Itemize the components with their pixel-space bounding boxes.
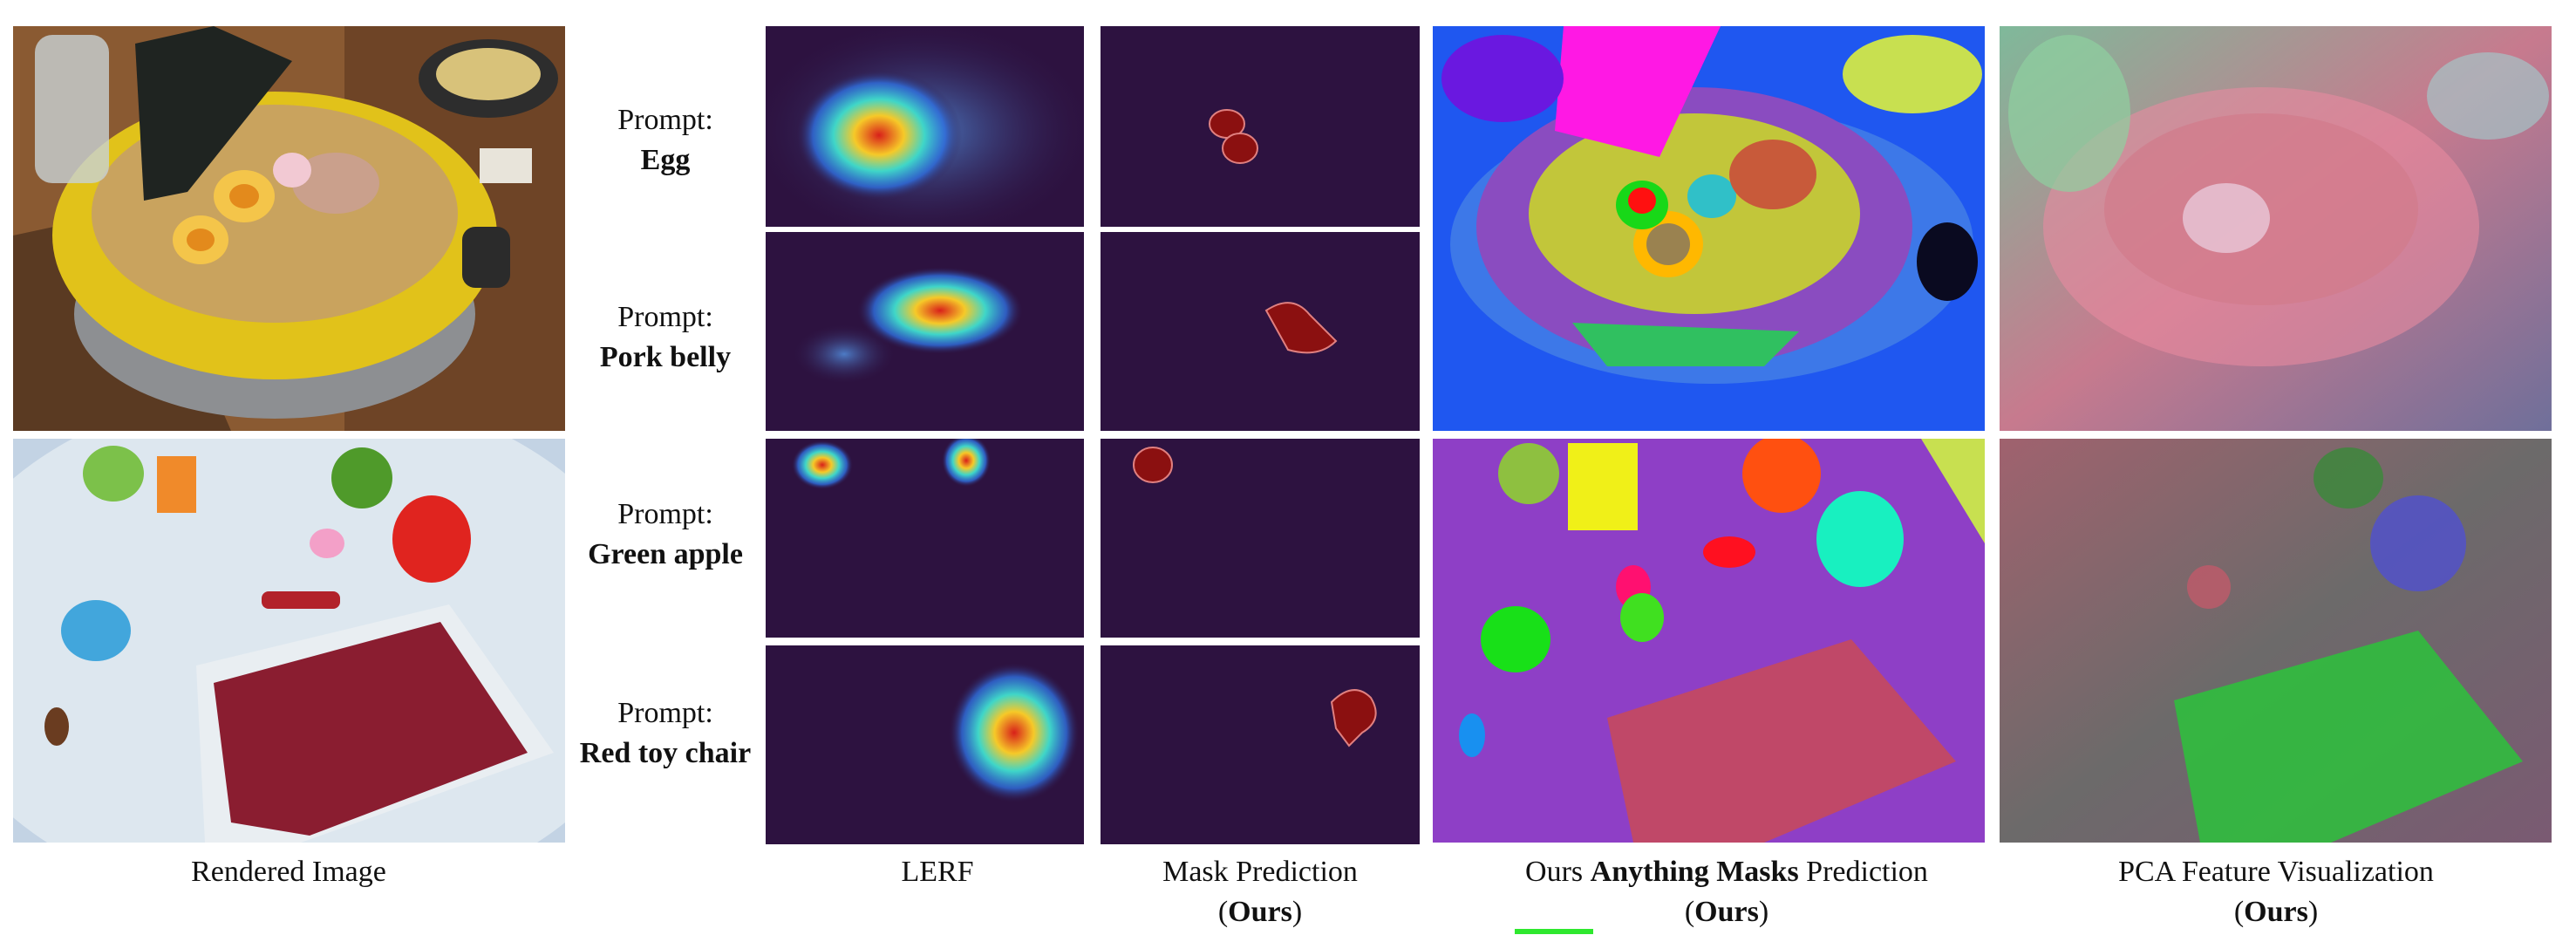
caption-note: (Ours) xyxy=(2233,896,2319,928)
mask-chair xyxy=(1101,645,1420,844)
pca-ramen xyxy=(2000,26,2552,431)
rendered-toys xyxy=(13,439,565,843)
anything-toys xyxy=(1433,439,1985,843)
rendered-ramen xyxy=(13,26,565,431)
caption-note-text: Ours xyxy=(1694,896,1759,928)
caption-note: (Ours) xyxy=(1217,896,1303,928)
prompt-label: Prompt: xyxy=(617,301,713,333)
prompt-name: Red toy chair xyxy=(579,737,752,769)
mask-egg xyxy=(1101,26,1420,227)
prompt-label: Prompt: xyxy=(617,104,713,136)
anything-ramen xyxy=(1433,26,1985,431)
caption: PCA Feature Visualization xyxy=(2118,856,2434,888)
mask-pork xyxy=(1101,232,1420,431)
prompt-name: Egg xyxy=(640,144,691,176)
prompt-name: Pork belly xyxy=(599,341,732,373)
caption: LERF xyxy=(901,856,974,888)
prompt-name: Green apple xyxy=(588,538,743,570)
caption-part: Anything Masks xyxy=(1590,856,1799,888)
caption: Rendered Image xyxy=(191,856,386,888)
mask-apple xyxy=(1101,439,1420,638)
caption: Ours Anything Masks Prediction xyxy=(1525,852,1928,892)
lerf-egg xyxy=(766,26,1084,227)
caption: Mask Prediction xyxy=(1162,856,1358,888)
caption-note-text: Ours xyxy=(1228,896,1292,928)
lerf-pork xyxy=(766,232,1084,431)
lerf-apple xyxy=(766,439,1084,638)
caption-note-text: Ours xyxy=(2244,896,2308,928)
caption-part: Prediction xyxy=(1806,856,1928,888)
pca-toys xyxy=(2000,439,2552,843)
prompt-label: Prompt: xyxy=(617,697,713,729)
caption-part: Ours xyxy=(1525,856,1584,888)
prompt-label: Prompt: xyxy=(617,498,713,530)
lerf-chair xyxy=(766,645,1084,844)
caption-note: (Ours) xyxy=(1684,896,1769,928)
highlight-bar xyxy=(1515,929,1593,934)
